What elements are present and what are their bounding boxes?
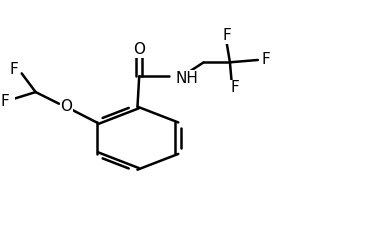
Text: F: F <box>10 62 18 77</box>
Text: F: F <box>231 81 240 96</box>
Text: F: F <box>261 53 270 67</box>
Text: NH: NH <box>176 71 199 86</box>
Text: F: F <box>222 28 231 43</box>
Text: O: O <box>133 42 145 57</box>
Text: F: F <box>1 94 10 109</box>
Text: O: O <box>60 98 72 114</box>
